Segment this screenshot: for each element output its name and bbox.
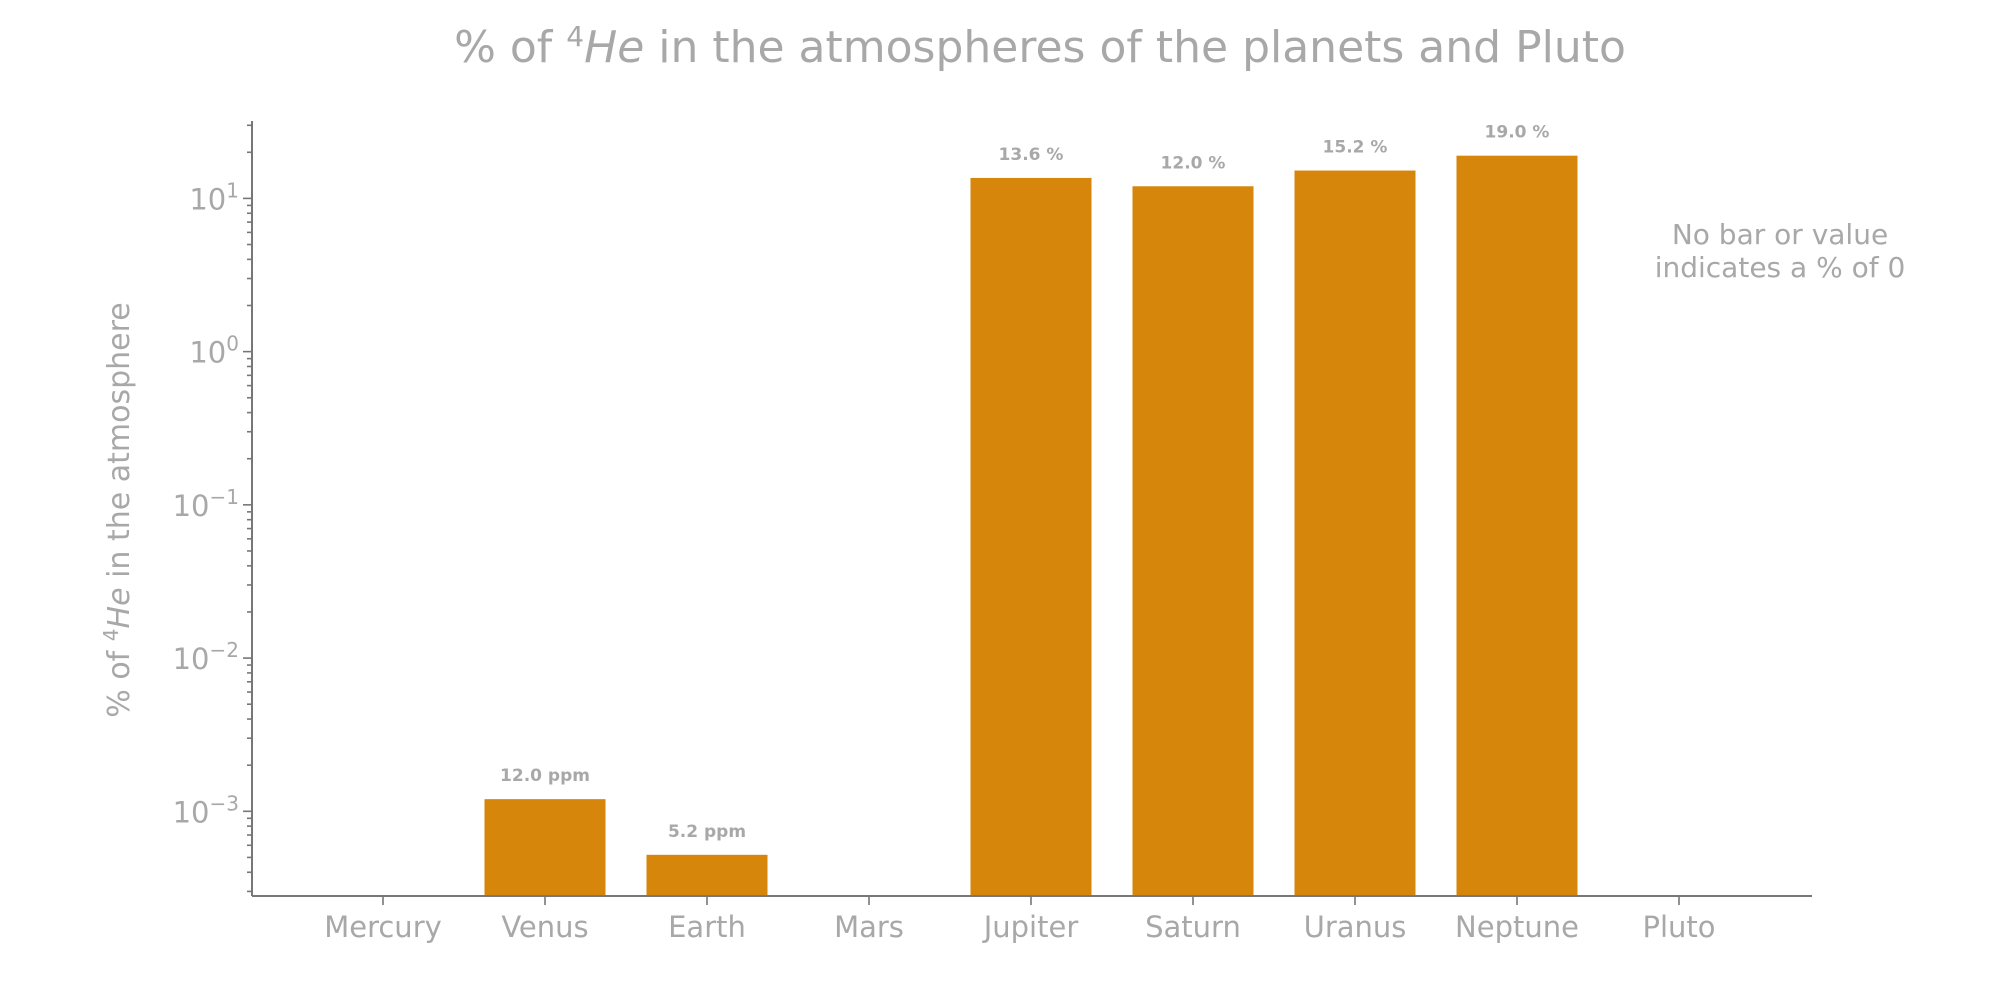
- x-tick-label-uranus: Uranus: [1304, 910, 1407, 944]
- bar-earth: [646, 854, 768, 896]
- y-ticks-layer: 101 100 10−1 10−2 10−3: [173, 124, 252, 893]
- bar-neptune: [1456, 155, 1578, 897]
- data-label-neptune: 19.0 %: [1485, 123, 1550, 143]
- bars-layer: [484, 155, 1578, 897]
- chart-title: % of 4He in the atmospheres of the plane…: [454, 20, 1626, 73]
- x-tick-label-mars: Mars: [834, 910, 904, 944]
- y-tick-label: 10−1: [173, 485, 239, 523]
- x-tick-label-saturn: Saturn: [1145, 910, 1241, 944]
- y-tick-label: 10−3: [173, 791, 239, 829]
- x-ticks-layer: Mercury Venus Earth Mars Jupiter Saturn Uranus…: [324, 896, 1716, 944]
- x-tick-label-venus: Venus: [501, 910, 588, 944]
- bar-saturn: [1132, 186, 1254, 897]
- y-tick-label: 10−2: [173, 638, 239, 676]
- x-tick-label-mercury: Mercury: [324, 910, 442, 944]
- x-tick-label-earth: Earth: [668, 910, 746, 944]
- x-tick-label-jupiter: Jupiter: [982, 910, 1079, 944]
- zero-value-note: No bar or value indicates a % of 0: [1655, 218, 1906, 284]
- data-label-uranus: 15.2 %: [1323, 138, 1388, 158]
- bar-uranus: [1294, 170, 1416, 896]
- data-label-earth: 5.2 ppm: [668, 822, 746, 842]
- x-tick-label-pluto: Pluto: [1642, 910, 1715, 944]
- y-axis-label: % of 4He in the atmosphere: [99, 302, 137, 717]
- data-label-venus: 12.0 ppm: [500, 766, 590, 786]
- data-label-jupiter: 13.6 %: [999, 145, 1064, 165]
- data-labels-layer: 12.0 ppm 5.2 ppm 13.6 % 12.0 % 15.2 % 19.0 %: [500, 123, 1549, 842]
- y-tick-label: 101: [189, 178, 239, 216]
- data-label-saturn: 12.0 %: [1161, 153, 1226, 173]
- x-tick-label-neptune: Neptune: [1455, 910, 1579, 944]
- y-tick-label: 100: [189, 332, 239, 370]
- bar-venus: [484, 799, 606, 896]
- bar-jupiter: [970, 177, 1092, 896]
